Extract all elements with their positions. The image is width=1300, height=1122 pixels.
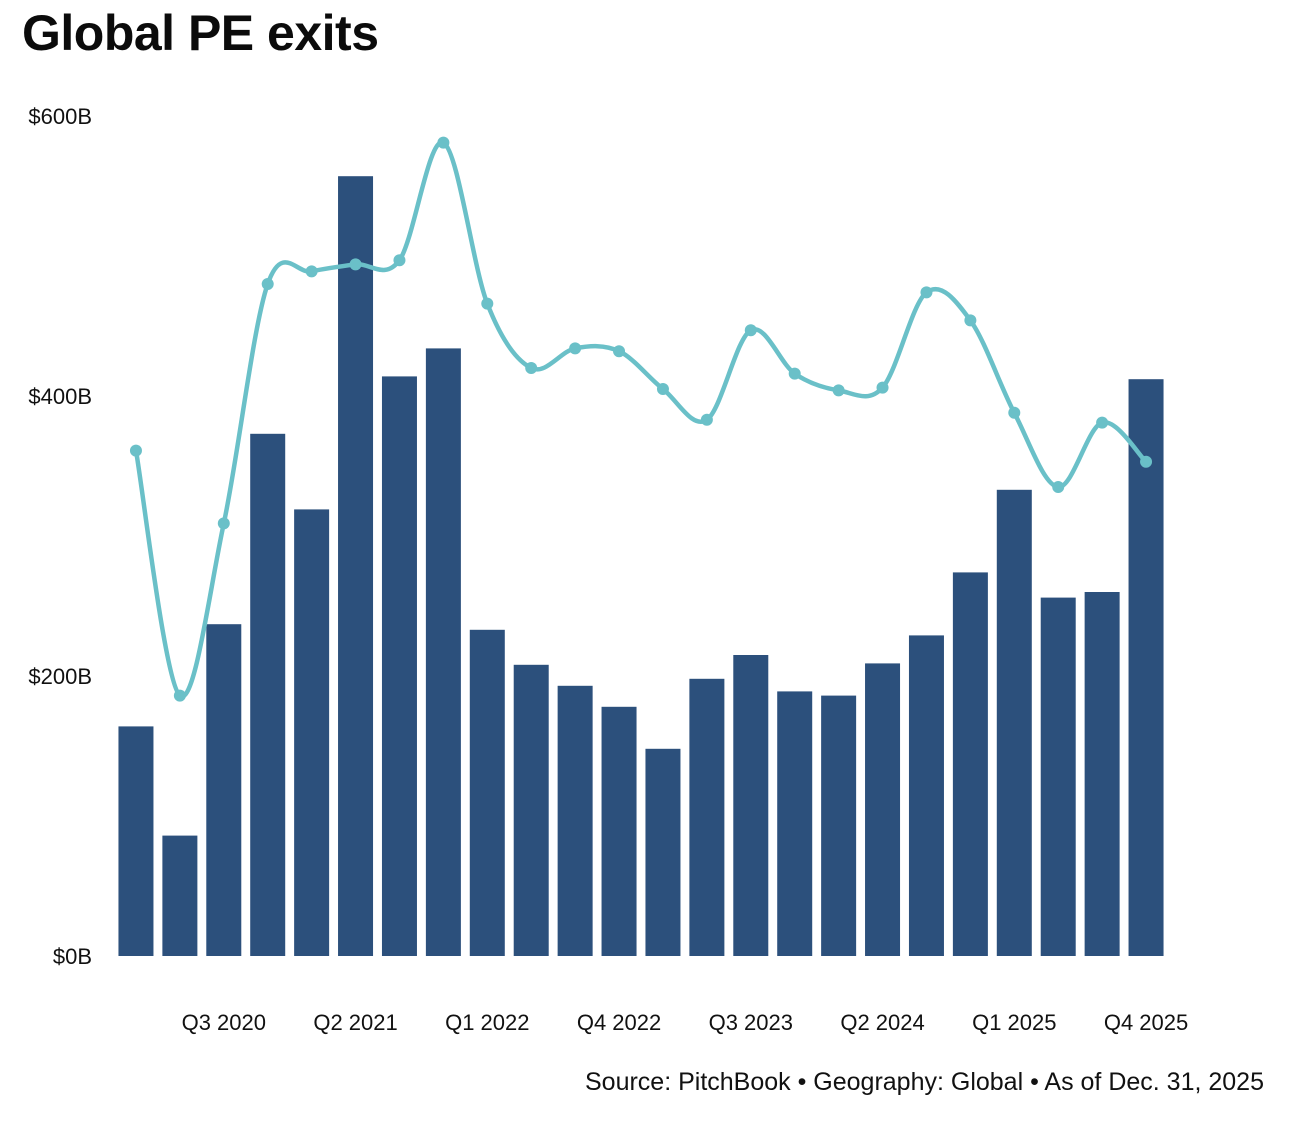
bar-q3-2023 bbox=[733, 655, 769, 956]
bar-q3-2021 bbox=[381, 376, 417, 956]
line-point-q3-2021 bbox=[393, 254, 406, 267]
line-point-q3-2023 bbox=[744, 324, 757, 337]
line-point-q2-2020 bbox=[173, 689, 186, 702]
line-point-q4-2022 bbox=[613, 345, 626, 358]
line-layer bbox=[133, 140, 1149, 699]
line-point-q1-2022 bbox=[481, 297, 494, 310]
line-point-q3-2022 bbox=[569, 342, 582, 355]
y-axis-ticks: $0B $200B $400B $600B bbox=[28, 104, 92, 969]
bar-q2-2024 bbox=[865, 663, 901, 956]
line-point-q3-2024 bbox=[920, 286, 933, 299]
line-point-q2-2023 bbox=[700, 413, 713, 426]
line-point-q2-2024 bbox=[876, 381, 889, 394]
bar-q1-2020 bbox=[118, 726, 154, 956]
bar-q1-2023 bbox=[645, 748, 681, 956]
bar-q3-2020 bbox=[206, 624, 242, 956]
line-point-q1-2024 bbox=[832, 384, 845, 397]
x-tick-label: Q3 2020 bbox=[182, 1010, 266, 1035]
y-tick-label: $200B bbox=[28, 664, 92, 689]
line-point-q4-2023 bbox=[788, 367, 801, 380]
chart-title: Global PE exits bbox=[22, 5, 379, 61]
bar-q2-2021 bbox=[338, 176, 374, 956]
bar-q3-2024 bbox=[908, 635, 944, 956]
bar-q2-2022 bbox=[513, 664, 549, 956]
bars-layer bbox=[118, 176, 1164, 956]
source-note: Source: PitchBook • Geography: Global • … bbox=[584, 1068, 1264, 1096]
y-tick-label: $0B bbox=[53, 944, 92, 969]
line-series-path bbox=[133, 140, 1149, 699]
line-point-q4-2025 bbox=[1140, 455, 1153, 468]
line-point-q1-2025 bbox=[1008, 406, 1021, 419]
bar-q1-2025 bbox=[996, 489, 1032, 956]
x-tick-label: Q2 2021 bbox=[313, 1010, 397, 1035]
bar-q4-2025 bbox=[1128, 379, 1164, 956]
y-tick-label: $600B bbox=[28, 104, 92, 129]
line-point-q2-2021 bbox=[349, 258, 362, 271]
line-point-q2-2025 bbox=[1052, 481, 1065, 493]
bar-q2-2020 bbox=[162, 835, 198, 956]
bar-q4-2020 bbox=[250, 433, 286, 956]
x-axis-ticks: Q3 2020 Q2 2021 Q1 2022 Q4 2022 Q3 2023 Q2 20… bbox=[182, 1010, 1189, 1035]
bar-q2-2023 bbox=[689, 678, 725, 956]
line-point-q3-2020 bbox=[217, 517, 230, 530]
bar-q2-2025 bbox=[1040, 597, 1076, 956]
line-point-q4-2020 bbox=[261, 278, 274, 290]
line-point-q1-2023 bbox=[656, 383, 669, 395]
x-tick-label: Q3 2023 bbox=[709, 1010, 793, 1035]
line-point-q2-2022 bbox=[525, 362, 538, 374]
bar-q1-2022 bbox=[469, 629, 505, 956]
x-tick-label: Q1 2022 bbox=[445, 1010, 529, 1035]
bar-q3-2025 bbox=[1084, 592, 1120, 956]
line-point-q1-2021 bbox=[305, 265, 318, 278]
line-point-q3-2025 bbox=[1096, 416, 1109, 429]
bar-q1-2024 bbox=[821, 695, 857, 956]
line-point-q4-2021 bbox=[437, 136, 450, 149]
x-tick-label: Q4 2025 bbox=[1104, 1010, 1188, 1035]
x-tick-label: Q4 2022 bbox=[577, 1010, 661, 1035]
points-layer bbox=[129, 136, 1153, 702]
line-point-q1-2020 bbox=[129, 444, 142, 457]
x-tick-label: Q2 2024 bbox=[840, 1010, 924, 1035]
bar-q4-2022 bbox=[601, 706, 637, 956]
x-tick-label: Q1 2025 bbox=[972, 1010, 1056, 1035]
line-point-q4-2024 bbox=[964, 314, 977, 327]
bar-q4-2024 bbox=[952, 572, 988, 956]
bar-q4-2023 bbox=[777, 691, 813, 956]
bar-q3-2022 bbox=[557, 685, 593, 956]
bar-q1-2021 bbox=[294, 509, 330, 956]
bar-q4-2021 bbox=[425, 348, 461, 956]
y-tick-label: $400B bbox=[28, 384, 92, 409]
